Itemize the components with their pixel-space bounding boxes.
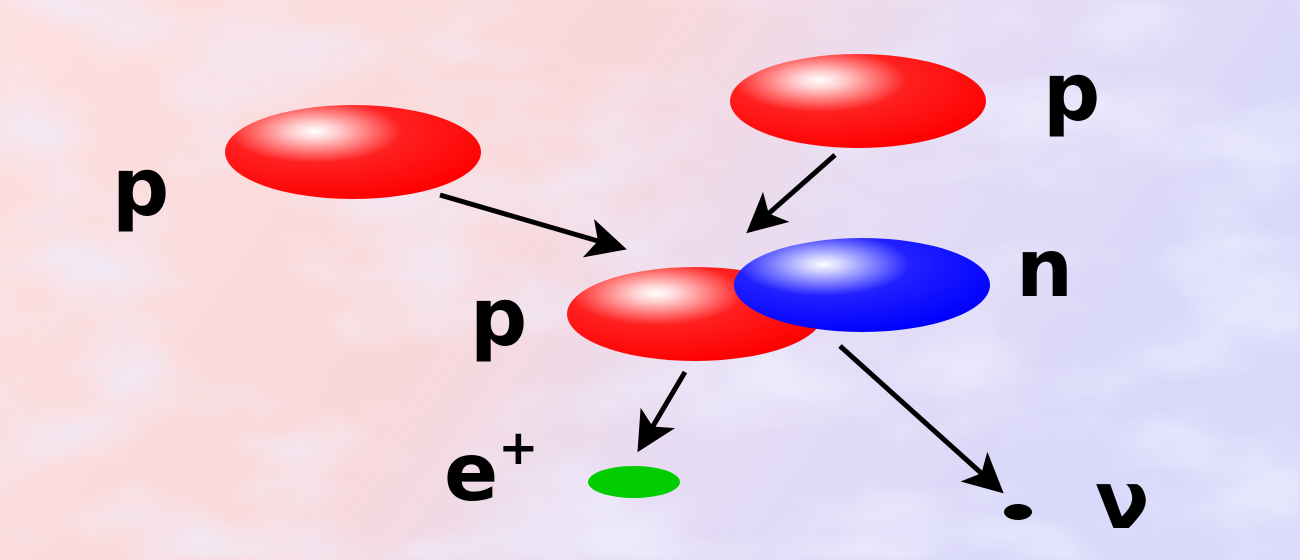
label-positron-superscript: + xyxy=(498,420,538,476)
arrow-to-positron xyxy=(637,370,688,453)
label-neutron: n xyxy=(1016,222,1073,315)
label-positron-base: e xyxy=(444,426,498,519)
arrow-to-neutrino xyxy=(838,344,1004,494)
proton-left xyxy=(225,105,481,199)
label-proton-left: p xyxy=(112,141,169,234)
neutrino-dot xyxy=(1004,504,1032,520)
label-positron: e+ xyxy=(444,420,538,519)
label-proton-top-right: p xyxy=(1043,46,1100,139)
proton-top-right xyxy=(730,54,986,148)
label-proton-center: p xyxy=(470,271,527,364)
neutron xyxy=(734,238,990,332)
arrow-left-proton-to-center xyxy=(439,192,627,258)
label-neutrino: ν xyxy=(1095,454,1150,547)
positron xyxy=(588,466,680,498)
arrow-top-proton-to-center xyxy=(746,153,837,234)
